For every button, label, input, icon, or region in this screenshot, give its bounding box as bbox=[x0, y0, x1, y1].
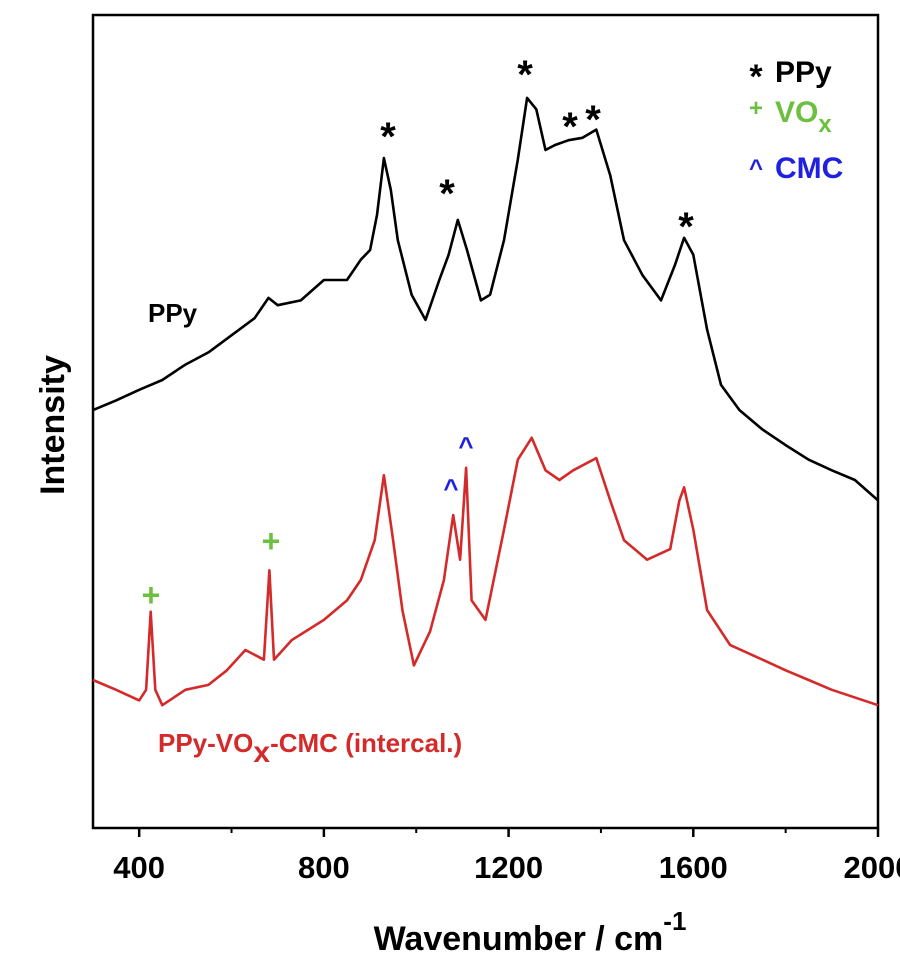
x-tick-label: 2000 bbox=[844, 850, 900, 885]
series-label: PPy bbox=[148, 298, 198, 328]
x-axis-label-text: Wavenumber / cm bbox=[374, 920, 664, 958]
legend-label: PPy bbox=[775, 56, 832, 89]
legend-symbol: + bbox=[749, 95, 763, 122]
peak-annotation: * bbox=[439, 172, 455, 216]
peak-annotation: ^ bbox=[443, 473, 458, 503]
series-label-part: x bbox=[253, 736, 270, 769]
x-tick-label: 800 bbox=[298, 850, 350, 885]
legend-label-part: x bbox=[818, 111, 832, 138]
legend-label: VOx bbox=[775, 96, 832, 138]
legend-label-part: CMC bbox=[775, 152, 843, 185]
series-label-part: -CMC (intercal.) bbox=[270, 728, 462, 758]
peak-annotation: ^ bbox=[458, 431, 473, 461]
y-axis-label: Intensity bbox=[34, 355, 72, 495]
peak-annotation: * bbox=[380, 115, 396, 159]
x-tick-label: 1600 bbox=[659, 850, 728, 885]
peak-annotation: + bbox=[142, 577, 161, 613]
x-tick-label: 400 bbox=[113, 850, 165, 885]
legend-label-part: VO bbox=[775, 96, 818, 129]
series-line bbox=[92, 436, 879, 707]
legend-label-part: PPy bbox=[775, 56, 832, 89]
series-label-part: PPy-VO bbox=[158, 728, 253, 758]
legend-symbol: * bbox=[749, 58, 763, 96]
plot-frame bbox=[91, 13, 880, 830]
x-axis-label-superscript: -1 bbox=[663, 906, 686, 936]
x-axis-label: Wavenumber / cm-1 bbox=[374, 906, 687, 958]
peak-annotation: * bbox=[562, 105, 578, 149]
series-label: PPy-VOx-CMC (intercal.) bbox=[158, 728, 462, 769]
peak-annotation: * bbox=[678, 205, 694, 249]
series-line bbox=[92, 96, 879, 502]
x-tick-label: 1200 bbox=[474, 850, 543, 885]
peak-annotation: + bbox=[262, 523, 281, 559]
peak-annotation: * bbox=[517, 53, 533, 97]
legend-label: CMC bbox=[775, 152, 843, 185]
legend-symbol: ^ bbox=[749, 155, 763, 182]
peak-annotation: * bbox=[585, 98, 601, 142]
series-label-part: PPy bbox=[148, 298, 198, 328]
